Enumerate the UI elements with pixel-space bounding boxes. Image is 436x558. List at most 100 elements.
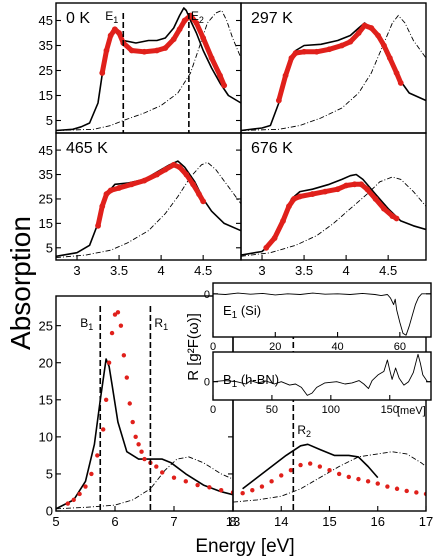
plot-frame — [240, 132, 427, 261]
x-tick-label: 3.5 — [295, 263, 313, 278]
series-line-solid — [56, 160, 241, 258]
x-tick-label: 7 — [170, 514, 177, 529]
x-tick-label: 6 — [111, 514, 118, 529]
data-point — [139, 449, 144, 454]
data-point — [171, 475, 177, 480]
series-group — [213, 353, 431, 396]
data-point — [195, 482, 200, 488]
series-dots-band — [263, 181, 400, 251]
data-point — [346, 474, 351, 480]
series-line-dashdot — [56, 456, 233, 510]
x-tick-label: 4 — [157, 263, 164, 278]
panel-0K: 5 15 25 35 45 E1 E2 0 K — [39, 2, 242, 134]
data-point — [414, 490, 419, 495]
data-point — [394, 486, 400, 491]
x-tick-label: 17 — [419, 514, 433, 529]
series-group — [56, 310, 233, 510]
data-point — [269, 479, 274, 484]
y-tick-label: 10 — [39, 430, 53, 445]
series-line-solid — [56, 358, 233, 510]
y-tick-label: 5 — [46, 240, 53, 255]
data-point — [207, 485, 212, 490]
y-tick-label: 20 — [39, 355, 53, 370]
series-line-dashdot — [241, 14, 426, 131]
data-point — [279, 473, 284, 478]
y-tick-label: 45 — [39, 143, 53, 158]
y-tick-label: 25 — [39, 318, 53, 333]
data-point — [317, 464, 323, 469]
inset-B1: 0 0 50 100 150 B1 (h-BN) — [204, 351, 432, 416]
x-tick-label: 4.5 — [379, 263, 397, 278]
x-tick-label: 8 — [229, 514, 236, 529]
data-point — [121, 353, 127, 358]
series-line-dashdot — [56, 9, 241, 131]
y-tick-label: 25 — [39, 192, 53, 207]
series-line-solid — [242, 443, 379, 490]
data-point — [142, 456, 147, 462]
x-tick-label: 5 — [52, 514, 59, 529]
data-point — [154, 464, 159, 469]
panel-title: 0 K — [66, 10, 90, 27]
plot-frame — [212, 282, 432, 338]
y-tick-label: 25 — [39, 63, 53, 78]
x-tick-label: 4 — [342, 263, 349, 278]
series-line-solid — [56, 7, 241, 132]
data-point — [115, 310, 121, 315]
inset-background — [213, 283, 431, 337]
y-tick-label: 15 — [39, 88, 53, 103]
transition-label: R1 — [154, 316, 168, 332]
series-group — [241, 14, 426, 132]
series-group — [213, 292, 431, 336]
data-point — [183, 479, 188, 484]
data-point — [127, 401, 132, 406]
inset-y-axis-label: R [g²F(ω)] — [185, 313, 202, 381]
data-point — [103, 397, 109, 402]
series-line-dashdot — [233, 451, 426, 503]
panel-676K: 3 3.5 4 4.5 676 K — [240, 132, 427, 278]
series-line-thin — [213, 353, 431, 396]
panel-title: 676 K — [251, 140, 293, 157]
data-point — [259, 484, 265, 489]
x-tick-label: 0 — [210, 404, 216, 416]
x-tick-label: 15 — [322, 514, 336, 529]
panel-title: 297 K — [251, 10, 293, 27]
panel-465K: 5 15 25 35 45 3 3.5 4 4.5 465 K — [39, 132, 242, 278]
panel-R2: 13 14 15 16 17 R2 — [226, 295, 433, 529]
y-tick-label: 15 — [39, 392, 53, 407]
x-tick-label: 20 — [269, 341, 281, 353]
data-point — [336, 471, 342, 477]
data-point — [89, 471, 94, 477]
y-tick-label: 35 — [39, 38, 53, 53]
series-group — [241, 173, 426, 257]
data-point — [109, 330, 115, 336]
y-tick-label: 45 — [39, 13, 53, 28]
plot-frame — [212, 351, 432, 401]
y-tick-label: 5 — [46, 113, 53, 128]
data-point — [83, 484, 88, 489]
inset-label: B1 (h-BN) — [223, 372, 279, 390]
panel-title: 465 K — [66, 140, 108, 157]
panel-B: 0 5 10 15 20 25 5 6 7 8 B1 R1 — [39, 295, 237, 529]
series-line-thin — [213, 292, 431, 336]
data-point — [288, 468, 294, 473]
x-tick-label: 14 — [274, 514, 288, 529]
x-tick-label: 13 — [226, 514, 240, 529]
series-line-dashdot — [56, 161, 241, 259]
y-tick-label: 35 — [39, 167, 53, 182]
series-group — [56, 160, 241, 259]
x-tick-label: 4.5 — [194, 263, 212, 278]
series-dots-band — [276, 23, 404, 103]
series-group — [56, 7, 241, 132]
data-point — [298, 462, 303, 468]
x-tick-label: 3 — [73, 263, 80, 278]
data-point — [219, 488, 224, 493]
data-point — [130, 419, 135, 425]
data-point — [106, 360, 112, 365]
data-point — [327, 468, 332, 473]
data-point — [160, 470, 165, 475]
y-tick-label: 15 — [39, 216, 53, 231]
transition-label: B1 — [80, 316, 93, 332]
data-point — [240, 491, 245, 496]
y-tick-label: 5 — [46, 467, 53, 482]
